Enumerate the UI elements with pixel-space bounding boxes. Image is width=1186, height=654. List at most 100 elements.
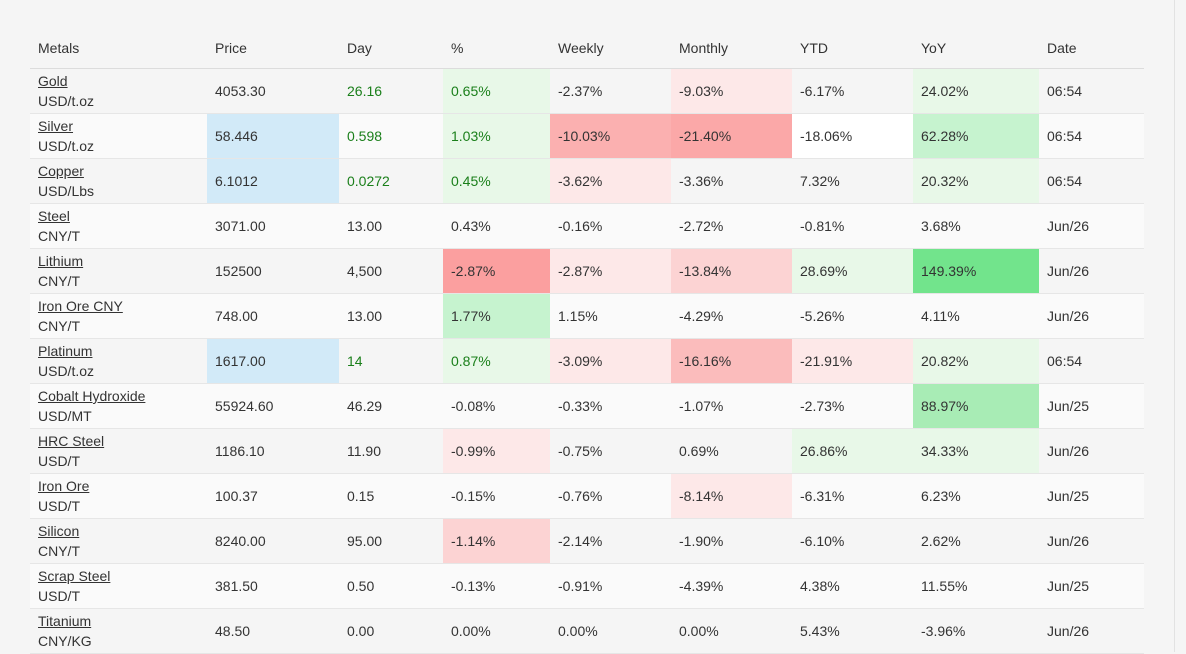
date-cell: Jun/25 xyxy=(1039,563,1144,609)
monthly-cell: -16.16% xyxy=(671,338,792,384)
pct-cell: -0.08% xyxy=(443,383,550,429)
metal-name-link[interactable]: Iron Ore CNY xyxy=(38,298,123,314)
day-cell: 0.15 xyxy=(339,473,443,519)
header-yoy[interactable]: YoY xyxy=(913,27,1039,69)
date-cell: Jun/26 xyxy=(1039,518,1144,564)
weekly-cell: 0.00% xyxy=(550,608,671,654)
yoy-cell: 3.68% xyxy=(913,203,1039,249)
day-cell: 11.90 xyxy=(339,428,443,474)
day-cell: 46.29 xyxy=(339,383,443,429)
date-cell: Jun/26 xyxy=(1039,203,1144,249)
date-cell: Jun/26 xyxy=(1039,428,1144,474)
header-day[interactable]: Day xyxy=(339,27,443,69)
metal-unit: USD/t.oz xyxy=(38,363,95,379)
price-cell: 6.1012 xyxy=(207,158,339,204)
table-row: Scrap Steel USD/T 381.50 0.50 -0.13% -0.91% -4… xyxy=(30,563,1144,609)
pct-cell: -2.87% xyxy=(443,248,550,294)
yoy-cell: 6.23% xyxy=(913,473,1039,519)
header-monthly[interactable]: Monthly xyxy=(671,27,792,69)
ytd-cell: -21.91% xyxy=(792,338,913,384)
metal-unit: USD/T xyxy=(38,588,80,604)
date-cell: 06:54 xyxy=(1039,68,1144,114)
monthly-cell: -1.07% xyxy=(671,383,792,429)
header-percent[interactable]: % xyxy=(443,27,550,69)
weekly-cell: -3.62% xyxy=(550,158,671,204)
pct-cell: 0.43% xyxy=(443,203,550,249)
metal-cell: Scrap Steel USD/T xyxy=(30,563,207,609)
metal-cell: Iron Ore USD/T xyxy=(30,473,207,519)
table-row: Silicon CNY/T 8240.00 95.00 -1.14% -2.14% -1.9… xyxy=(30,518,1144,564)
header-metals[interactable]: Metals xyxy=(30,27,207,69)
monthly-cell: 0.69% xyxy=(671,428,792,474)
yoy-cell: 62.28% xyxy=(913,113,1039,159)
metal-cell: Silver USD/t.oz xyxy=(30,113,207,159)
metal-unit: CNY/T xyxy=(38,543,80,559)
metal-cell: Silicon CNY/T xyxy=(30,518,207,564)
price-cell: 100.37 xyxy=(207,473,339,519)
day-cell: 26.16 xyxy=(339,68,443,114)
price-cell: 4053.30 xyxy=(207,68,339,114)
metal-name-link[interactable]: Platinum xyxy=(38,343,93,359)
price-cell: 48.50 xyxy=(207,608,339,654)
yoy-cell: 11.55% xyxy=(913,563,1039,609)
ytd-cell: 4.38% xyxy=(792,563,913,609)
table-row: Lithium CNY/T 152500 4,500 -2.87% -2.87% -13.8… xyxy=(30,248,1144,294)
ytd-cell: 26.86% xyxy=(792,428,913,474)
pct-cell: -0.15% xyxy=(443,473,550,519)
metal-name-link[interactable]: Steel xyxy=(38,208,70,224)
date-cell: Jun/26 xyxy=(1039,248,1144,294)
price-cell: 1617.00 xyxy=(207,338,339,384)
metal-name-link[interactable]: Cobalt Hydroxide xyxy=(38,388,146,404)
metal-name-link[interactable]: Iron Ore xyxy=(38,478,90,494)
weekly-cell: -2.14% xyxy=(550,518,671,564)
yoy-cell: 2.62% xyxy=(913,518,1039,564)
monthly-cell: -3.36% xyxy=(671,158,792,204)
ytd-cell: -6.31% xyxy=(792,473,913,519)
weekly-cell: -3.09% xyxy=(550,338,671,384)
metal-cell: Copper USD/Lbs xyxy=(30,158,207,204)
table-row: Titanium CNY/KG 48.50 0.00 0.00% 0.00% 0.00% 5.… xyxy=(30,608,1144,654)
price-cell: 58.446 xyxy=(207,113,339,159)
header-price[interactable]: Price xyxy=(207,27,339,69)
header-weekly[interactable]: Weekly xyxy=(550,27,671,69)
metal-unit: CNY/T xyxy=(38,273,80,289)
monthly-cell: 0.00% xyxy=(671,608,792,654)
metal-cell: Lithium CNY/T xyxy=(30,248,207,294)
metal-name-link[interactable]: Silicon xyxy=(38,523,80,539)
date-cell: 06:54 xyxy=(1039,158,1144,204)
pct-cell: -0.99% xyxy=(443,428,550,474)
day-cell: 0.598 xyxy=(339,113,443,159)
metal-name-link[interactable]: Scrap Steel xyxy=(38,568,111,584)
metal-name-link[interactable]: Titanium xyxy=(38,613,92,629)
metal-cell: HRC Steel USD/T xyxy=(30,428,207,474)
ytd-cell: 28.69% xyxy=(792,248,913,294)
ytd-cell: -6.17% xyxy=(792,68,913,114)
metal-name-link[interactable]: Lithium xyxy=(38,253,84,269)
table-row: Silver USD/t.oz 58.446 0.598 1.03% -10.03% -21… xyxy=(30,113,1144,159)
header-ytd[interactable]: YTD xyxy=(792,27,913,69)
monthly-cell: -2.72% xyxy=(671,203,792,249)
day-cell: 95.00 xyxy=(339,518,443,564)
header-date[interactable]: Date xyxy=(1039,27,1144,69)
pct-cell: 0.65% xyxy=(443,68,550,114)
metal-name-link[interactable]: HRC Steel xyxy=(38,433,105,449)
scrollbar[interactable] xyxy=(1174,0,1186,652)
metal-cell: Titanium CNY/KG xyxy=(30,608,207,654)
price-cell: 381.50 xyxy=(207,563,339,609)
metal-name-link[interactable]: Gold xyxy=(38,73,68,89)
table-row: Cobalt Hydroxide USD/MT 55924.60 46.29 -0.08… xyxy=(30,383,1144,429)
metal-cell: Cobalt Hydroxide USD/MT xyxy=(30,383,207,429)
metal-cell: Steel CNY/T xyxy=(30,203,207,249)
metal-unit: USD/MT xyxy=(38,408,92,424)
price-cell: 152500 xyxy=(207,248,339,294)
metal-cell: Gold USD/t.oz xyxy=(30,68,207,114)
yoy-cell: 34.33% xyxy=(913,428,1039,474)
metal-cell: Platinum USD/t.oz xyxy=(30,338,207,384)
weekly-cell: -0.75% xyxy=(550,428,671,474)
table-row: HRC Steel USD/T 1186.10 11.90 -0.99% -0.75% 0.… xyxy=(30,428,1144,474)
day-cell: 0.50 xyxy=(339,563,443,609)
metal-name-link[interactable]: Silver xyxy=(38,118,74,134)
monthly-cell: -8.14% xyxy=(671,473,792,519)
metal-name-link[interactable]: Copper xyxy=(38,163,84,179)
table-header-row: Metals Price Day % Weekly Monthly YTD Yo… xyxy=(30,27,1144,69)
